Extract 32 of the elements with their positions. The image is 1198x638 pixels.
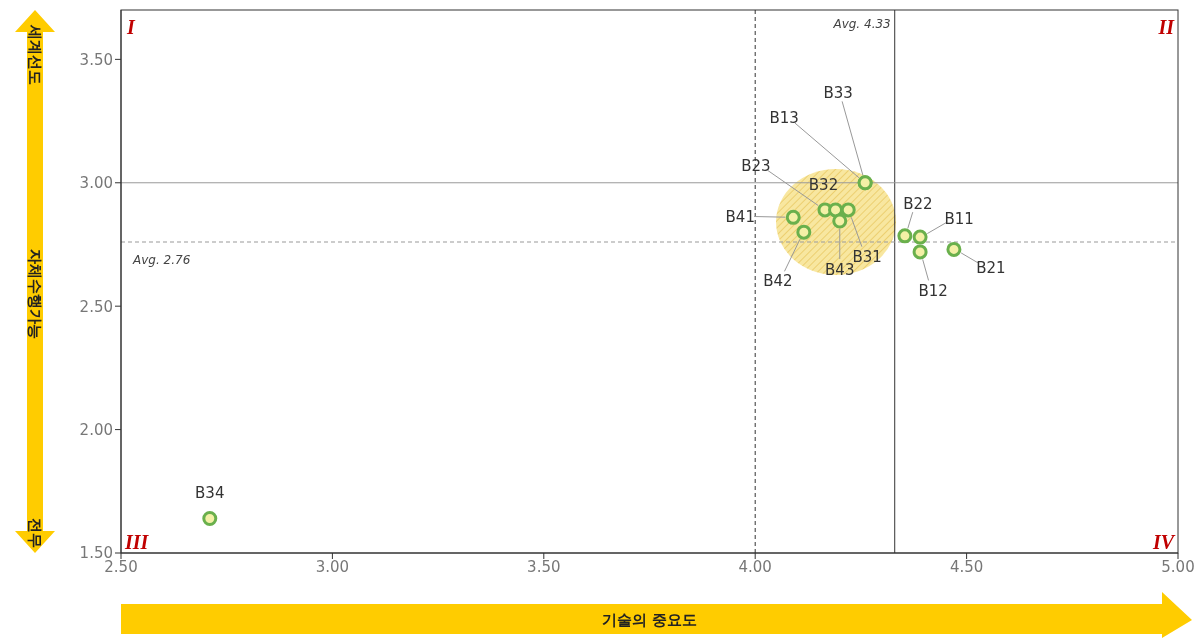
annotation: IV	[1151, 531, 1176, 553]
annotation: B11	[944, 210, 974, 229]
annotation: B21	[976, 259, 1006, 278]
x-tick-label: 5.00	[1161, 557, 1195, 576]
x-axis-title: 기술의 중요도	[601, 611, 698, 629]
annotation: III	[124, 531, 150, 553]
annotation: B43	[825, 261, 855, 280]
ref-line-label: Avg. 2.76	[132, 253, 191, 268]
annotation: B42	[763, 272, 793, 291]
text: 전무	[26, 518, 44, 548]
annotation: B31	[852, 247, 882, 266]
y-tick-label: 2.00	[79, 420, 113, 439]
annotation: B22	[903, 194, 933, 213]
annotation: II	[1157, 16, 1176, 38]
ref-line-label: Avg. 4.33	[832, 17, 891, 31]
annotation: B33	[823, 83, 853, 102]
y-tick-label: 3.50	[79, 50, 113, 69]
annotation: B41	[725, 208, 755, 227]
x-tick-label: 3.50	[527, 557, 561, 576]
annotation: I	[126, 16, 136, 38]
annotation: B34	[195, 484, 225, 503]
text: 세계선도	[26, 24, 44, 85]
x-tick-label: 4.50	[949, 557, 984, 576]
annotation: B12	[918, 281, 948, 300]
y-tick-label: 2.50	[79, 297, 113, 316]
text: 자체수행가능	[26, 248, 44, 339]
y-tick-label: 3.00	[79, 174, 113, 193]
annotation: B23	[741, 156, 771, 175]
annotation: B13	[769, 108, 799, 127]
annotation: B32	[808, 175, 839, 194]
x-tick-label: 4.00	[738, 557, 772, 576]
x-tick-label: 3.00	[315, 557, 350, 576]
